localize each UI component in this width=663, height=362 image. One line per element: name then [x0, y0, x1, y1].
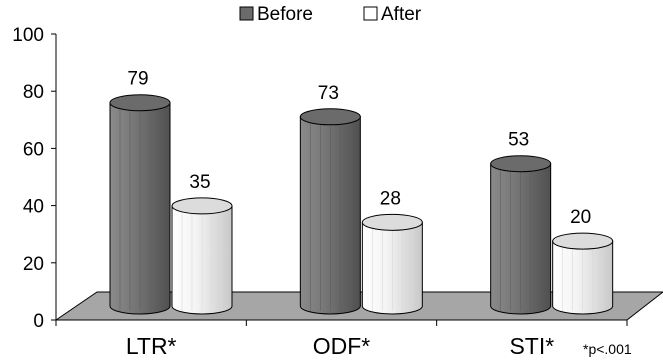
- data-label: 28: [380, 188, 401, 209]
- category-label: LTR*: [126, 333, 177, 359]
- bar-top-cap: [171, 197, 233, 215]
- y-axis-ticks: 0 20 40 60 80 100: [12, 25, 56, 332]
- bars: 79 35 73 28 53 20: [109, 69, 614, 315]
- bar-before: 73: [299, 83, 361, 315]
- y-tick-label: 100: [12, 25, 44, 46]
- bar-top-cap: [361, 213, 423, 231]
- footnote: *p<.001: [583, 341, 632, 357]
- bar-after: 20: [552, 207, 614, 315]
- legend: Before After: [239, 4, 422, 25]
- x-axis-ticks: [55, 320, 628, 326]
- bar-before: 79: [109, 69, 171, 315]
- category-labels: LTR* ODF* STI*: [126, 333, 554, 359]
- data-label: 73: [318, 83, 339, 104]
- y-tick-label: 60: [23, 139, 44, 160]
- legend-label-before: Before: [257, 4, 313, 25]
- bar-after: 35: [171, 172, 233, 315]
- bar-top-cap: [109, 94, 171, 112]
- bar-top-cap: [490, 155, 552, 173]
- data-label: 35: [189, 172, 210, 193]
- y-tick-label: 0: [33, 311, 44, 332]
- category-label: ODF*: [313, 333, 371, 359]
- legend-swatch-before: [239, 6, 254, 21]
- category-label: STI*: [509, 333, 554, 359]
- legend-swatch-after: [363, 6, 378, 21]
- data-label: 79: [127, 69, 148, 90]
- data-label: 53: [508, 130, 529, 151]
- data-label: 20: [570, 207, 591, 228]
- bar-top-cap: [552, 232, 614, 250]
- y-tick-label: 80: [23, 82, 44, 103]
- bar-after: 28: [361, 188, 423, 315]
- bar-before: 53: [490, 130, 552, 315]
- bar-top-cap: [299, 108, 361, 126]
- y-tick-label: 20: [23, 254, 44, 275]
- y-tick-label: 40: [23, 197, 44, 218]
- legend-label-after: After: [381, 4, 422, 25]
